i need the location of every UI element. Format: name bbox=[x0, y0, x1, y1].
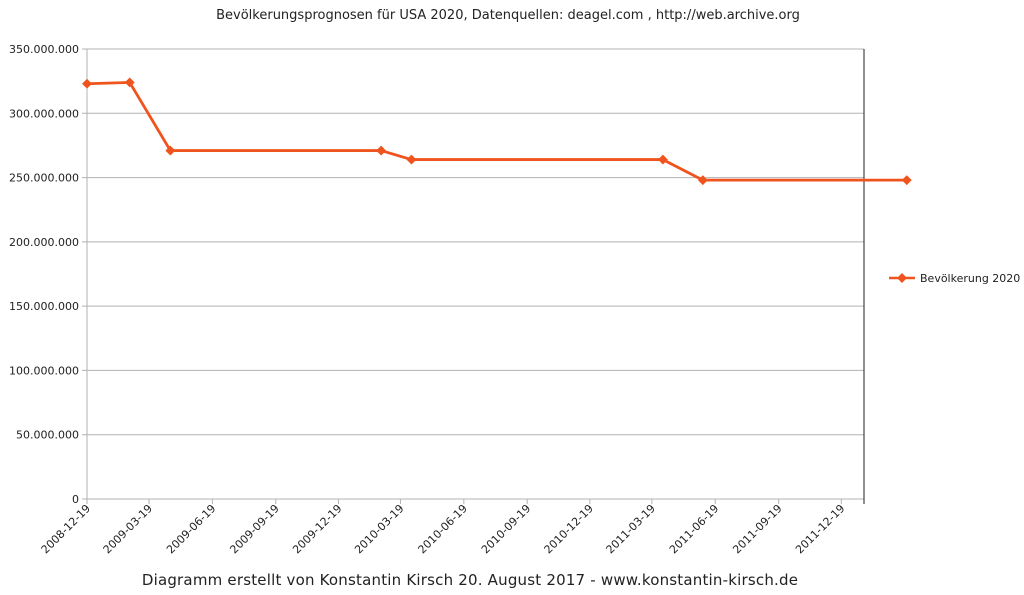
x-tick-label: 2011-09-19 bbox=[730, 502, 784, 556]
x-tick-label: 2011-12-19 bbox=[793, 502, 847, 556]
credit-text: Diagramm erstellt von Konstantin Kirsch … bbox=[141, 571, 799, 589]
data-point-marker bbox=[165, 145, 176, 156]
data-point-marker bbox=[697, 175, 708, 186]
legend-label: Bevölkerung 2020 bbox=[920, 271, 1021, 285]
y-tick-label: 300.000.000 bbox=[9, 107, 79, 120]
y-tick-label: 200.000.000 bbox=[9, 236, 79, 249]
series-line bbox=[86, 81, 907, 182]
data-point-marker bbox=[657, 154, 668, 165]
chart-title: Bevölkerungsprognosen für USA 2020, Date… bbox=[216, 8, 800, 23]
x-tick-label: 2009-12-19 bbox=[290, 502, 344, 556]
y-tick-label: 100.000.000 bbox=[9, 364, 79, 377]
x-tick-label: 2010-06-19 bbox=[416, 502, 470, 556]
x-tick-label: 2009-06-19 bbox=[164, 502, 218, 556]
x-tick-label: 2009-03-19 bbox=[101, 502, 155, 556]
y-tick-label: 350.000.000 bbox=[9, 43, 79, 56]
y-tick-label: 0 bbox=[72, 493, 79, 506]
x-tick-label: 2010-09-19 bbox=[479, 502, 533, 556]
x-tick-label: 2008-12-19 bbox=[39, 502, 93, 556]
x-tick-label: 2011-06-19 bbox=[667, 502, 721, 556]
data-point-marker bbox=[82, 78, 92, 89]
legend: Bevölkerung 2020 bbox=[888, 271, 1020, 285]
data-point-marker bbox=[376, 145, 387, 156]
y-tick-label: 250.000.000 bbox=[9, 172, 79, 185]
data-point-marker bbox=[124, 77, 135, 88]
x-tick-label: 2011-03-19 bbox=[604, 502, 658, 556]
legend-swatch bbox=[889, 273, 915, 283]
x-tick-label: 2009-09-19 bbox=[227, 502, 281, 556]
data-point-marker bbox=[406, 154, 417, 165]
data-point-marker bbox=[901, 175, 912, 186]
x-tick-label: 2010-12-19 bbox=[542, 502, 596, 556]
y-tick-label: 150.000.000 bbox=[9, 300, 79, 313]
x-tick-label: 2010-03-19 bbox=[352, 502, 406, 556]
y-tick-label: 50.000.000 bbox=[16, 429, 79, 442]
